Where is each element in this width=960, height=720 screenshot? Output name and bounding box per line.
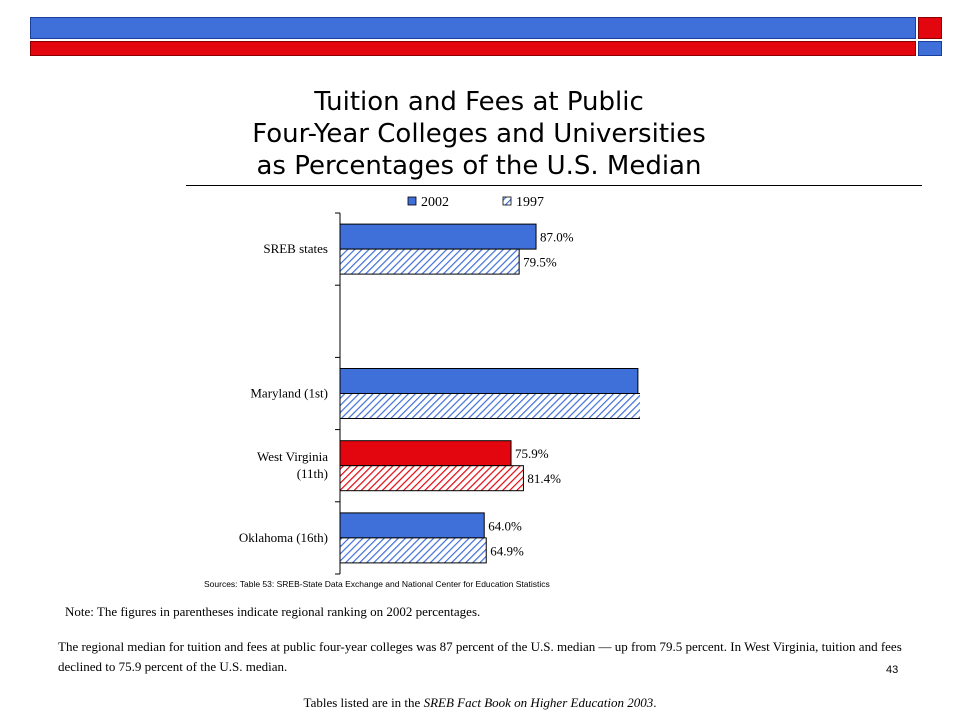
bar-west-virginia-11th-2002 [339,440,512,467]
title-line-3: as Percentages of the U.S. Median [256,151,702,181]
footer-book-title: SREB Fact Book on Higher Education 2003 [423,695,654,710]
title-line-1: Tuition and Fees at Public [314,87,644,117]
chart-source: Sources: Table 53: SREB-State Data Excha… [204,579,550,589]
page-number: 43 [886,664,899,676]
legend-swatch-1997 [502,196,512,206]
header-corner-red [918,17,942,39]
summary-paragraph: The regional median for tuition and fees… [58,639,902,674]
category-label-west-virginia-11th: West Virginia [257,449,328,464]
footer-suffix: . [653,695,657,710]
category-label-sreb-states: SREB states [263,241,328,256]
bar-maryland-1st-1997 [339,393,640,419]
bar-oklahoma-16th-2002 [339,512,485,539]
bar-sreb-states-1997 [339,248,520,275]
category-label-west-virginia-11th: (11th) [297,466,328,481]
bar-chart: 2002 1997 SREB states 87.0% 79.5% Maryland (1… [204,195,640,589]
category-label-maryland-1st: Maryland (1st) [250,386,328,401]
header-bar-blue [30,17,916,39]
chart-note: Note: The figures in parentheses indicat… [65,604,481,619]
slide-title: Tuition and Fees at Public Four-Year Col… [186,86,772,182]
data-label-oklahoma-16th-1997: 64.9% [490,543,524,558]
bar-maryland-1st-2002 [339,368,639,394]
legend-swatch-2002 [407,196,417,206]
data-label-sreb-states-1997: 79.5% [523,255,557,270]
bar-west-virginia-11th-1997 [339,465,524,492]
legend-label-1997: 1997 [516,195,544,210]
data-label-sreb-states-2002: 87.0% [540,230,574,245]
footer-prefix: Tables listed are in the [303,695,424,710]
data-label-west-virginia-11th-1997: 81.4% [527,471,561,486]
category-label-oklahoma-16th: Oklahoma (16th) [239,530,328,545]
legend-label-2002: 2002 [421,195,449,210]
data-label-west-virginia-11th-2002: 75.9% [515,446,549,461]
footer-citation: Tables listed are in the SREB Fact Book … [0,695,960,711]
header-bar-red [30,41,916,56]
bar-sreb-states-2002 [339,223,537,250]
header-corner-blue [918,41,942,56]
title-divider [186,185,922,186]
data-label-oklahoma-16th-2002: 64.0% [488,518,522,533]
bar-oklahoma-16th-1997 [339,537,487,564]
title-line-2: Four-Year Colleges and Universities [252,119,706,149]
